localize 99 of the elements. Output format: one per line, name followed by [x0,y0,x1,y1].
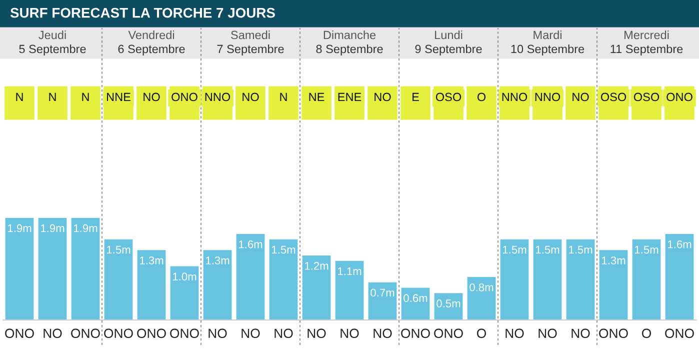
text: NNO [535,92,560,102]
data-label: 1.5m [634,246,658,254]
x-tick-label: NO [242,328,260,338]
bar [38,218,67,320]
data-label: 1.6m [668,240,692,248]
text: O [477,92,486,102]
text: NO [374,92,391,102]
x-tick-label: O [476,328,486,338]
text: NO [144,92,160,102]
bar [335,260,364,320]
bar [566,239,595,320]
text: Samedi [231,30,270,40]
bar [665,234,694,320]
data-label: 1.3m [140,256,164,264]
bar [104,239,133,320]
x-tick-label: ONO [434,328,463,338]
x-tick-label: ONO [599,328,628,338]
text: NO [572,92,589,102]
x-tick-label: NO [340,328,359,338]
text: ONO [172,92,198,102]
text: OSO [600,92,626,102]
x-tick-label: NO [308,328,326,338]
bar [236,234,265,320]
chart-title: SURF FORECAST LA TORCHE 7 JOURS [10,8,275,18]
text: OSO [436,92,462,102]
data-label: 1.3m [602,256,626,264]
data-label: 1.5m [106,246,130,254]
text: N [49,92,56,102]
bar [533,239,562,320]
text: 11 Septembre [610,44,683,56]
bar [170,266,199,320]
data-label: 0.7m [370,288,394,297]
x-tick-label: NO [572,328,590,338]
data-label: 1.9m [74,224,98,232]
text: NNO [205,92,230,102]
data-label: 1.5m [502,246,526,254]
text: ENE [338,92,362,102]
data-label: 0.6m [404,294,428,302]
bar [401,288,430,320]
data-label: 1.5m [272,246,296,254]
text: NO [242,92,259,102]
bar [467,276,496,320]
text: 5 Septembre [19,44,86,56]
x-tick-label: NO [208,328,227,338]
x-tick-label: ONO [137,328,166,338]
text: OSO [634,92,660,102]
text: 10 Septembre [511,44,584,56]
text: Mercredi [624,30,669,40]
text: E [412,92,419,102]
text: Jeudi [38,30,66,40]
x-tick-label: ONO [401,328,430,338]
text: Mardi [534,30,562,40]
text: NE [309,92,324,102]
bar [302,255,331,320]
data-label: 1.6m [238,240,262,248]
data-label: 1.3m [206,256,230,264]
data-label: 0.5m [436,300,460,308]
bar [599,250,628,320]
text: ONO [666,92,692,102]
bar [269,239,298,320]
x-tick-label: ONO [71,328,100,338]
text: 6 Septembre [118,44,185,56]
text: 9 Septembre [415,44,482,56]
text: NNE [107,92,130,102]
data-label: 1.5m [568,246,592,254]
data-label: 1.0m [172,272,196,281]
x-tick-label: NO [44,328,62,338]
data-label: 1.9m [8,224,32,232]
text: Lundi [435,30,462,40]
data-label: 1.2m [304,262,328,270]
bar [137,250,166,320]
bar [5,218,34,320]
data-label: 1.1m [338,267,362,276]
x-tick-label: ONO [665,328,694,338]
x-tick-label: ONO [5,328,34,338]
text: N [82,92,89,102]
text: Dimanche [324,30,376,40]
x-tick-label: ONO [170,328,199,338]
x-tick-label: O [642,328,651,338]
x-tick-label: NO [274,328,293,338]
bar [368,282,397,320]
x-tick-label: NO [506,328,524,338]
text: Vendredi [128,30,174,40]
x-tick-label: ONO [104,328,133,338]
bar [500,239,529,320]
text: NNO [502,92,528,102]
bar [203,250,232,320]
data-label: 0.8m [470,283,494,292]
x-tick-label: NO [374,328,392,338]
data-label: 1.9m [40,224,64,232]
text: 7 Septembre [217,44,284,56]
text: N [16,92,23,102]
bar [434,293,463,320]
text: N [280,92,287,102]
bar [71,218,100,320]
bar [632,239,661,320]
x-tick-label: NO [538,328,557,338]
text: 8 Septembre [316,44,383,56]
data-label: 1.5m [536,246,560,254]
